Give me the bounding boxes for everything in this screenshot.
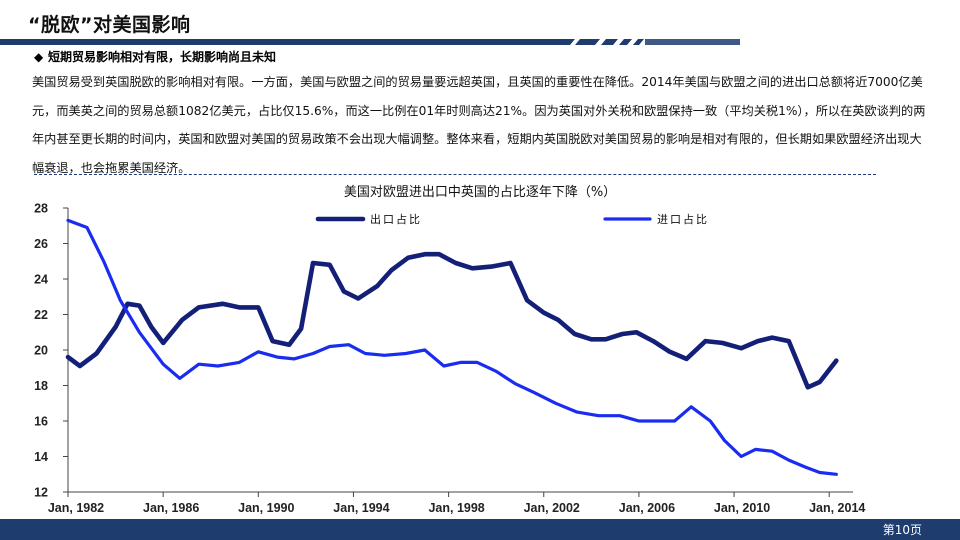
y-tick-label: 22 xyxy=(34,308,48,322)
chart-axes: 12 14 16 18 20 22 24 26 28 Jan, 1982 Jan, 1986 Jan,… xyxy=(34,202,865,516)
x-tick-label: Jan, 2002 xyxy=(524,501,580,515)
y-tick-label: 12 xyxy=(34,486,48,500)
series-line-import xyxy=(66,218,838,476)
dashed-divider xyxy=(34,174,876,175)
x-tick-label: Jan, 1982 xyxy=(48,501,104,515)
footer-bar: 第10页 xyxy=(0,519,960,540)
chart-title: 美国对欧盟进出口中英国的占比逐年下降（%） xyxy=(343,185,617,200)
x-tick-label: Jan, 1986 xyxy=(143,501,199,515)
page-title: “脱欧”对美国影响 xyxy=(28,14,191,36)
y-tick-label: 26 xyxy=(34,237,48,251)
x-tick-label: Jan, 1994 xyxy=(333,501,389,515)
x-tick-label: Jan, 2014 xyxy=(809,501,865,515)
y-tick-label: 18 xyxy=(34,379,48,393)
line-chart: 12 14 16 18 20 22 24 26 28 Jan, 1982 Jan, 1986 Jan,… xyxy=(34,202,865,516)
body-paragraph: 美国贸易受到英国脱欧的影响相对有限。一方面，美国与欧盟之间的贸易量要远超英国，且… xyxy=(32,75,926,175)
x-tick-label: Jan, 1990 xyxy=(238,501,294,515)
title-divider xyxy=(0,39,740,45)
chart-series xyxy=(65,218,839,476)
series-line-export xyxy=(65,251,839,390)
x-tick-label: Jan, 1998 xyxy=(428,501,484,515)
y-tick-label: 28 xyxy=(34,202,48,216)
legend-label-import: 进口占比 xyxy=(657,212,709,226)
x-tick-label: Jan, 2010 xyxy=(714,501,770,515)
section-heading-text: 短期贸易影响相对有限，长期影响尚且未知 xyxy=(48,50,277,64)
chart-legend: 出口占比 进口占比 xyxy=(315,212,709,226)
section-heading: ◆ 短期贸易影响相对有限，长期影响尚且未知 xyxy=(34,48,276,65)
legend-label-export: 出口占比 xyxy=(370,212,422,226)
bullet-diamond-icon: ◆ xyxy=(34,50,44,64)
y-tick-label: 14 xyxy=(34,450,48,464)
x-tick-label: Jan, 2006 xyxy=(619,501,675,515)
y-tick-label: 24 xyxy=(34,273,48,287)
y-tick-label: 16 xyxy=(34,415,48,429)
page-number: 第10页 xyxy=(882,523,922,537)
y-tick-label: 20 xyxy=(34,344,48,358)
